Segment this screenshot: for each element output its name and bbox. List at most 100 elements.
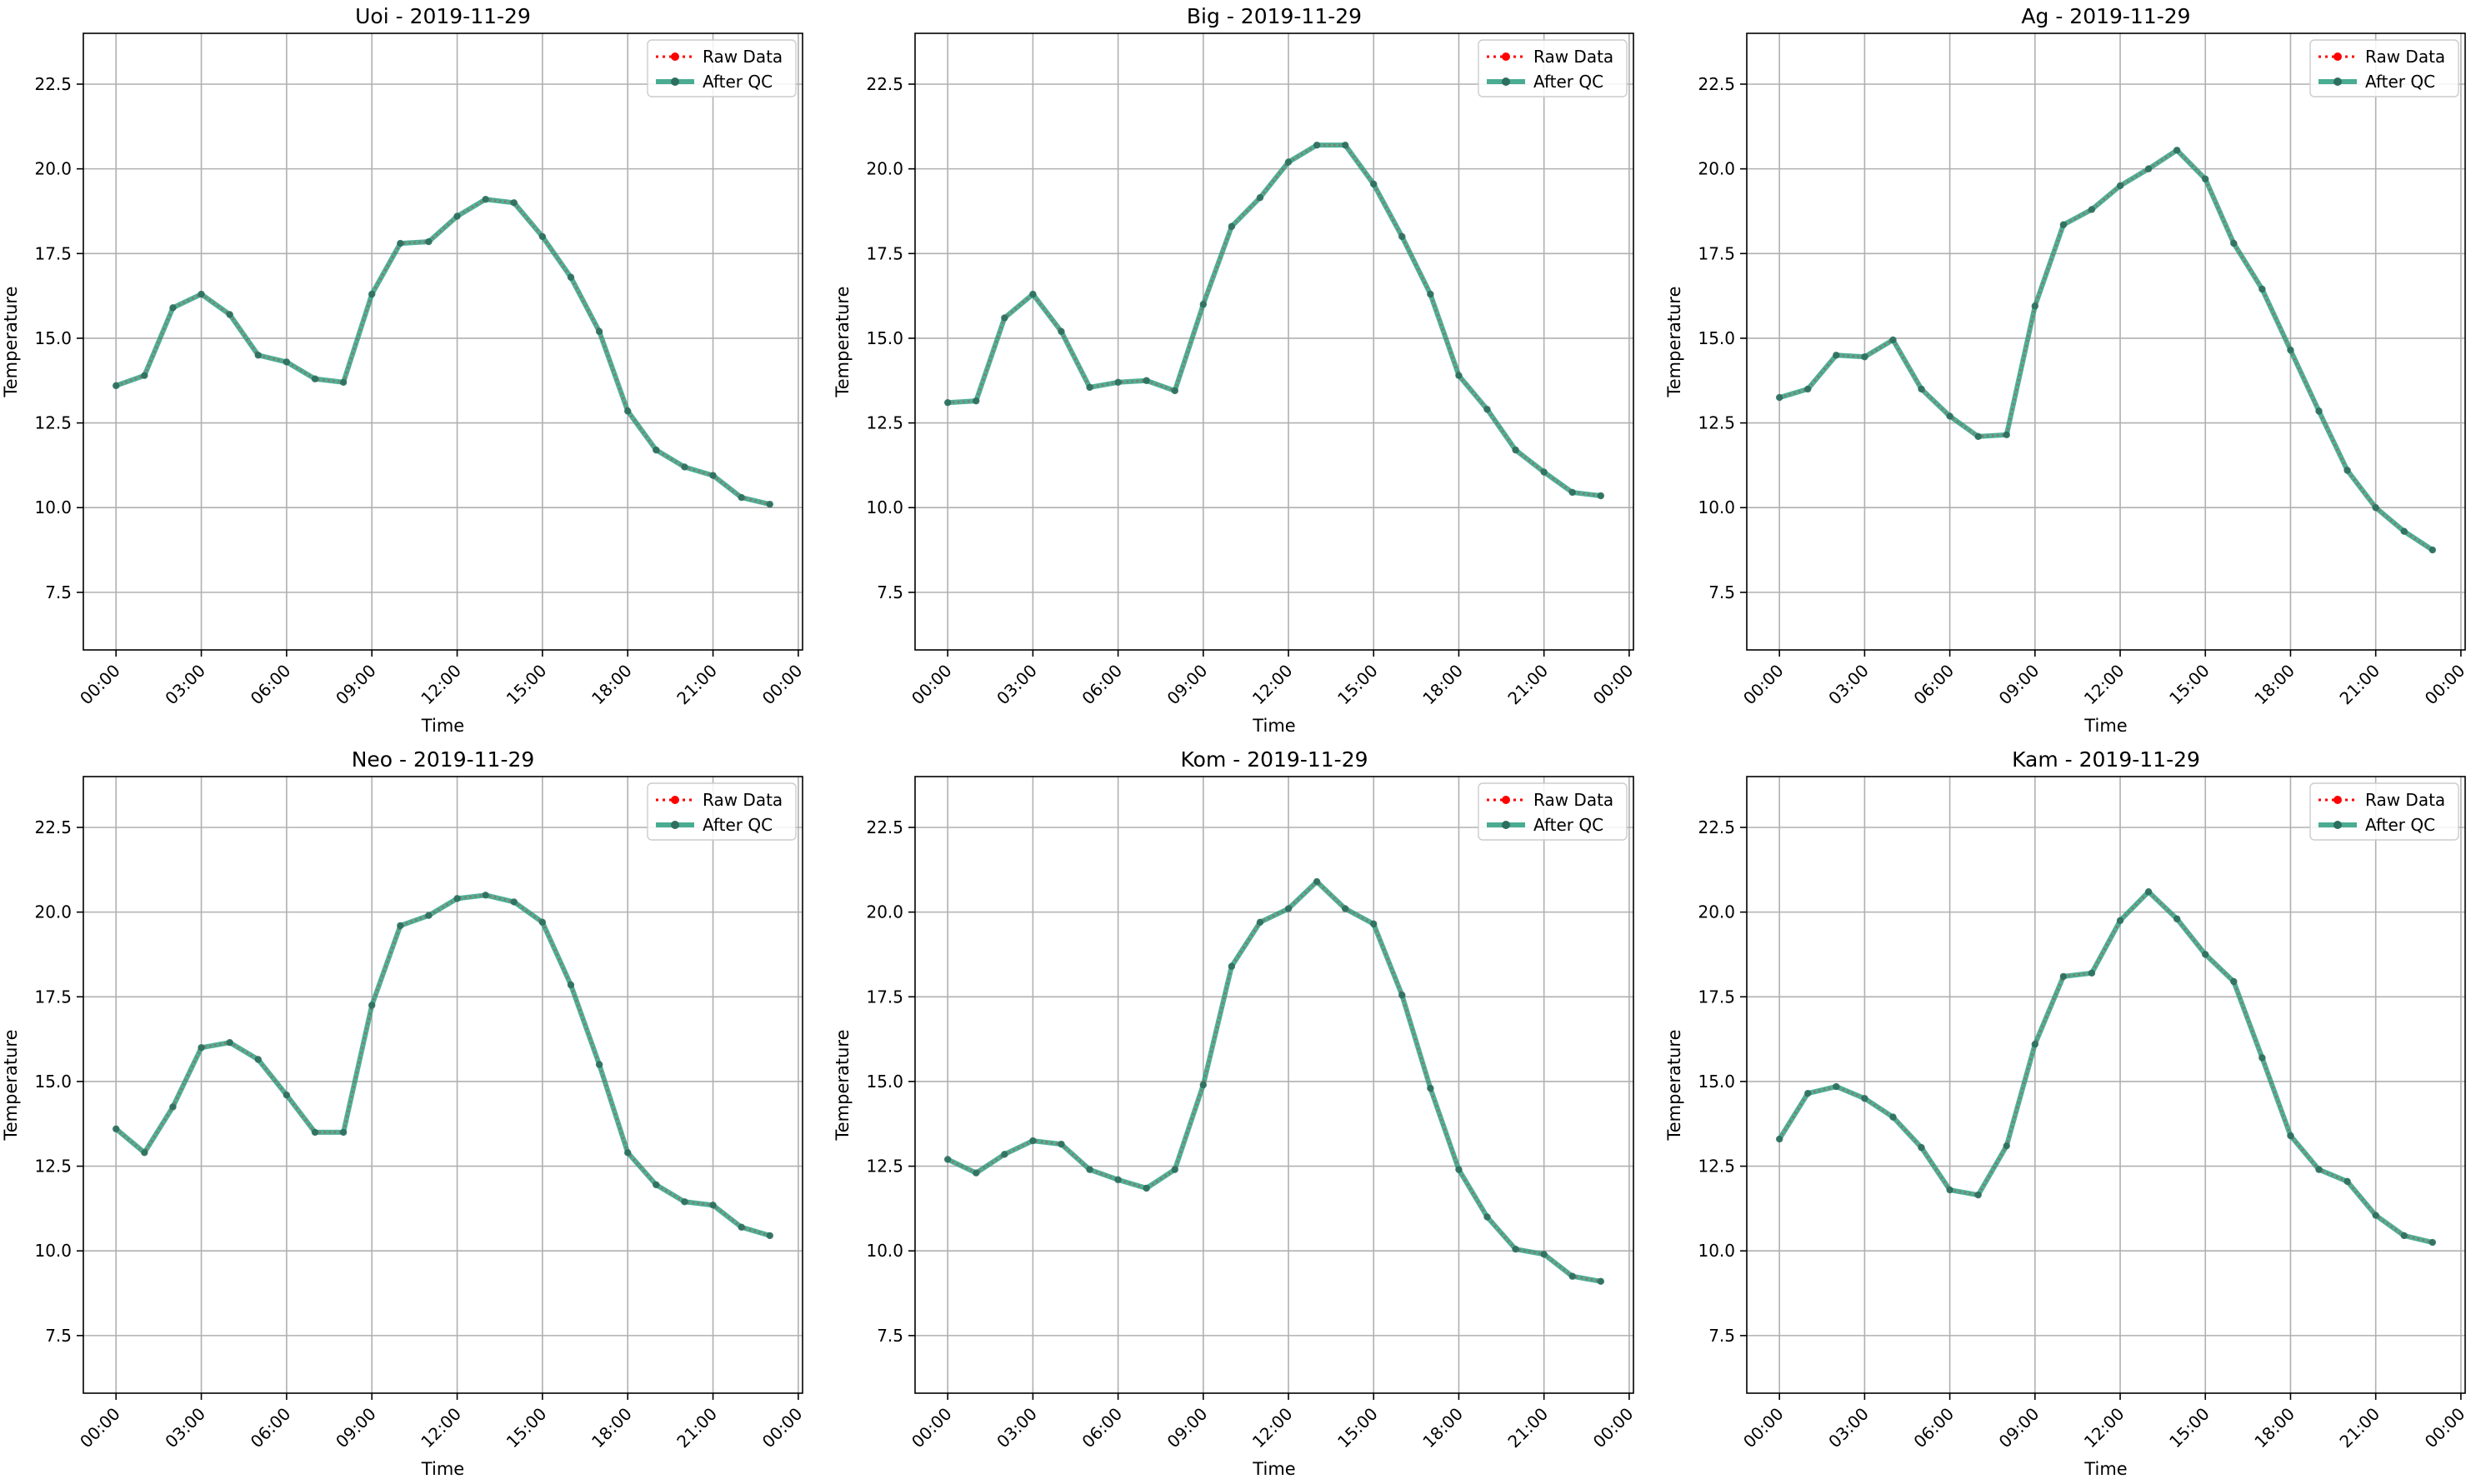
after-qc-point	[2258, 285, 2266, 293]
x-tick-label: 06:00	[247, 1404, 295, 1452]
legend-raw-label: Raw Data	[703, 47, 783, 67]
y-tick-label: 12.5	[34, 413, 72, 433]
after-qc-point	[1284, 158, 1293, 166]
after-qc-point	[943, 398, 952, 407]
after-qc-point	[2202, 175, 2209, 183]
x-tick-label: 03:00	[161, 661, 209, 709]
axes-frame	[1746, 776, 2466, 1394]
legend: Raw Data After QC	[2309, 39, 2459, 97]
after-qc-point	[113, 1125, 120, 1133]
y-tick-label: 17.5	[34, 243, 72, 263]
legend-raw-label: Raw Data	[703, 790, 783, 810]
after-qc-point	[1143, 1184, 1150, 1192]
y-tick-label: 17.5	[34, 987, 72, 1007]
after-qc-point	[339, 378, 348, 386]
y-tick-label: 20.0	[866, 159, 903, 179]
after-qc-point	[567, 981, 575, 989]
x-tick-label: 06:00	[1078, 1404, 1126, 1452]
after-qc-point	[254, 1056, 262, 1063]
after-qc-point	[681, 463, 688, 471]
legend-qc-marker	[1502, 77, 1510, 86]
after-qc-point	[766, 500, 773, 508]
legend: Raw Data After QC	[647, 39, 797, 97]
y-tick-label: 10.0	[1698, 497, 1735, 517]
y-tick-label: 17.5	[866, 987, 903, 1007]
after-qc-point	[368, 290, 376, 298]
raw-data-line	[115, 893, 771, 1237]
x-tick-label: 15:00	[2165, 661, 2213, 709]
after-qc-point	[453, 895, 461, 902]
legend-raw-marker	[671, 796, 679, 804]
subplot-5: 00:00 03:00 06:00 09:00 12:00 15:00 18:00 21:00…	[833, 747, 1637, 1479]
legend: Raw Data After QC	[1478, 39, 1628, 97]
y-tick-label: 22.5	[34, 817, 72, 837]
subplot-2: 00:00 03:00 06:00 09:00 12:00 15:00 18:00 21:00…	[833, 4, 1637, 736]
after-qc-point	[2088, 969, 2096, 977]
after-qc-point	[2003, 1142, 2010, 1150]
after-qc-point	[1114, 1176, 1122, 1184]
after-qc-point	[1861, 1095, 1868, 1102]
legend-qc-marker	[1502, 821, 1510, 829]
x-tick-label: 00:00	[1589, 1404, 1638, 1452]
after-qc-point	[766, 1232, 773, 1240]
after-qc-point	[169, 1103, 177, 1111]
after-qc-point	[2400, 1232, 2408, 1240]
after-qc-point	[2315, 1166, 2323, 1173]
after-qc-point	[2059, 221, 2068, 228]
after-qc-point	[1455, 1166, 1463, 1173]
after-qc-point	[1427, 1084, 1434, 1092]
after-qc-point	[653, 1181, 660, 1189]
after-qc-point	[1370, 180, 1378, 188]
y-tick-label: 20.0	[34, 159, 72, 179]
y-tick-label: 12.5	[1698, 1157, 1735, 1177]
after-qc-point	[1804, 385, 1812, 393]
after-qc-point	[1512, 446, 1519, 454]
legend-qc-label: After QC	[2365, 72, 2435, 92]
legend-raw-marker	[2333, 52, 2342, 61]
y-tick-label: 17.5	[866, 243, 903, 263]
after-qc-point	[169, 304, 177, 312]
after-qc-point	[2400, 527, 2408, 535]
y-tick-label: 12.5	[1698, 413, 1735, 433]
x-tick-label: 00:00	[1589, 661, 1638, 709]
after-qc-point	[1228, 222, 1236, 230]
y-tick-label: 10.0	[1698, 1241, 1735, 1261]
legend-qc-marker	[2333, 821, 2342, 829]
x-tick-label: 03:00	[1824, 661, 1873, 709]
x-tick-label: 21:00	[1503, 661, 1552, 709]
x-tick-label: 00:00	[2421, 1404, 2469, 1452]
y-tick-label: 7.5	[877, 582, 903, 602]
legend: Raw Data After QC	[1478, 782, 1628, 841]
y-axis-label: Temperature	[833, 1029, 853, 1141]
after-qc-point	[973, 397, 980, 405]
after-qc-point	[2031, 1041, 2039, 1048]
x-tick-label: 00:00	[908, 1404, 956, 1452]
x-tick-label: 18:00	[2250, 1404, 2298, 1452]
legend: Raw Data After QC	[647, 782, 797, 841]
x-tick-label: 21:00	[673, 1404, 721, 1452]
legend-raw-label: Raw Data	[1533, 47, 1613, 67]
y-tick-label: 7.5	[877, 1326, 903, 1346]
after-qc-point	[1483, 406, 1491, 413]
x-axis-label: Time	[421, 1459, 464, 1479]
x-tick-label: 15:00	[1333, 661, 1382, 709]
raw-data-line	[948, 143, 1601, 497]
after-qc-point	[2315, 407, 2323, 415]
after-qc-line	[113, 892, 773, 1238]
subplot-1: 00:00 03:00 06:00 09:00 12:00 15:00 18:00 21:00…	[1, 4, 806, 736]
after-qc-point	[425, 237, 433, 246]
after-qc-point	[1398, 992, 1406, 999]
x-tick-label: 00:00	[1739, 661, 1788, 709]
subplot-4: 00:00 03:00 06:00 09:00 12:00 15:00 18:00 21:00…	[1, 747, 806, 1479]
x-axis-label: Time	[2083, 1459, 2127, 1479]
after-qc-point	[1946, 412, 1953, 420]
legend-raw-marker	[2333, 796, 2342, 804]
x-tick-label: 09:00	[1995, 1404, 2043, 1452]
after-qc-point	[1001, 314, 1008, 322]
x-tick-label: 21:00	[1503, 1404, 1552, 1452]
after-qc-point	[943, 1156, 952, 1163]
after-qc-point	[567, 273, 575, 281]
y-axis-label: Temperature	[833, 286, 853, 397]
y-tick-label: 22.5	[34, 74, 72, 94]
